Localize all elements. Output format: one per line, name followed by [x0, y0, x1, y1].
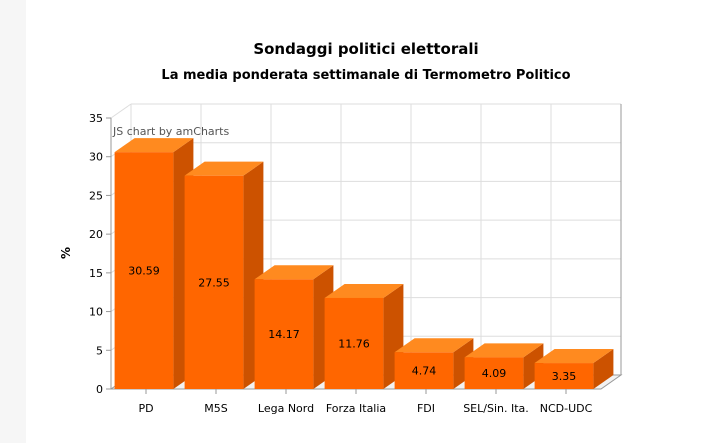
x-tick-label: SEL/Sin. Ita.: [463, 402, 529, 415]
chart-subtitle: La media ponderata settimanale di Termom…: [161, 68, 570, 83]
x-tick-label: Forza Italia: [326, 402, 386, 415]
y-tick-label: 0: [96, 383, 103, 396]
bar-front: [394, 352, 454, 389]
bar-front: [534, 363, 594, 389]
bar-top: [254, 265, 334, 280]
y-tick-label: 5: [96, 344, 103, 357]
bar-front: [254, 279, 314, 389]
bar: [254, 265, 334, 389]
x-tick-label: Lega Nord: [258, 402, 314, 415]
bar: [394, 338, 474, 389]
bar-top: [324, 283, 404, 298]
bar: [114, 138, 194, 389]
bar-value-label: 11.76: [338, 337, 370, 350]
bar-top: [394, 338, 474, 353]
chart-page: 0 5 10 15 20 25 30 35 30.59 PD 27.55 M5S 14.17 Lega N…: [26, 0, 711, 443]
x-tick-label: FDI: [417, 402, 435, 415]
bar-value-label: 14.17: [268, 328, 300, 341]
x-tick-label: PD: [138, 402, 153, 415]
y-tick-label: 15: [89, 267, 103, 280]
bar-top: [464, 343, 544, 358]
bar-front: [184, 175, 244, 389]
bar-front: [114, 152, 174, 389]
bar-chart: 0 5 10 15 20 25 30 35 30.59 PD 27.55 M5S 14.17 Lega N…: [59, 40, 623, 415]
bar-side: [593, 349, 614, 389]
bar-value-label: 3.35: [552, 370, 577, 383]
bar-top: [184, 161, 264, 176]
bar-layer: [114, 138, 614, 389]
bar-front: [324, 297, 384, 389]
bar: [464, 343, 544, 389]
y-tick-label: 35: [89, 112, 103, 125]
gridline-depth: [110, 103, 132, 119]
bar-front: [464, 357, 524, 389]
x-tick-label: NCD-UDC: [540, 402, 593, 415]
bar-value-label: 4.09: [482, 367, 507, 380]
y-tick-label: 30: [89, 151, 103, 164]
y-tick-label: 25: [89, 189, 103, 202]
bar-top: [114, 138, 194, 153]
y-tick-label: 20: [89, 228, 103, 241]
y-axis-label: %: [59, 247, 73, 259]
bar-value-label: 4.74: [412, 365, 437, 378]
chart-title: Sondaggi politici elettorali: [253, 40, 478, 58]
bar-value-label: 27.55: [198, 276, 230, 289]
chart-credit[interactable]: JS chart by amCharts: [112, 125, 229, 138]
label-layer: 0 5 10 15 20 25 30 35 30.59 PD 27.55 M5S 14.17 Lega N…: [89, 112, 593, 415]
bar-value-label: 30.59: [128, 265, 160, 278]
bar-top: [534, 349, 614, 364]
bar: [324, 283, 404, 389]
bar: [184, 161, 264, 389]
y-tick-label: 10: [89, 306, 103, 319]
bar: [534, 349, 614, 389]
x-tick-label: M5S: [204, 402, 227, 415]
